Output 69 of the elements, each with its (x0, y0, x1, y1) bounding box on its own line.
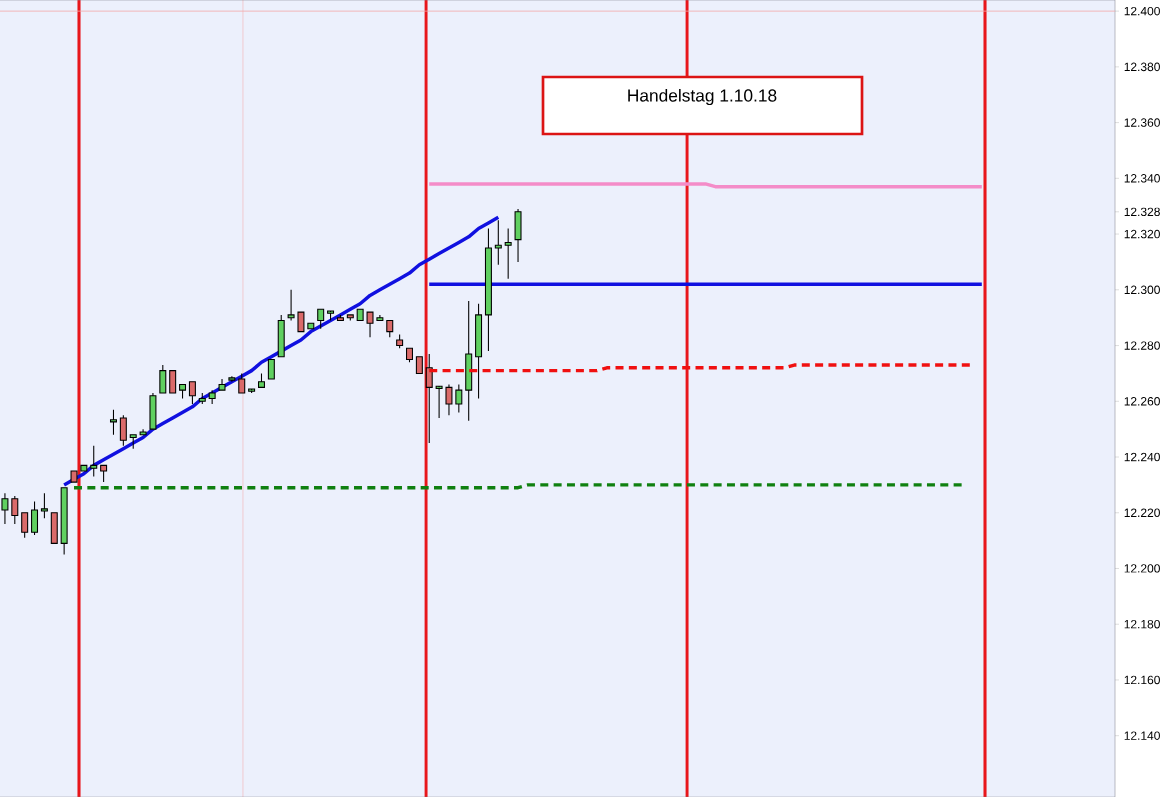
candlestick (514, 208, 522, 263)
candlestick (109, 409, 117, 436)
y-tick-label: 12.400 (1124, 6, 1160, 16)
candlestick (475, 303, 483, 400)
candlestick (149, 392, 157, 430)
candlestick (415, 356, 423, 374)
y-tick-label: 12.160 (1124, 675, 1160, 685)
candlestick (455, 384, 463, 413)
candlestick (386, 319, 394, 338)
candlestick (445, 384, 453, 416)
annotation: Handelstag 1.10.18 (628, 88, 777, 106)
y-tick-label: 12.328 (1124, 207, 1160, 217)
candlestick (11, 495, 19, 525)
candlestick (277, 314, 285, 358)
candlestick (218, 378, 226, 391)
candlestick (504, 227, 512, 280)
candlestick (376, 314, 384, 322)
candlestick (90, 445, 98, 478)
y-tick-label: 12.380 (1124, 62, 1160, 72)
y-tick-label: 12.180 (1124, 619, 1160, 629)
y-tick-label: 12.140 (1124, 731, 1160, 740)
y-tick-label: 12.260 (1124, 397, 1160, 406)
candlestick (129, 434, 137, 450)
candlestick (238, 372, 246, 394)
candlestick (198, 392, 206, 405)
candlestick (307, 322, 315, 330)
candlestick (484, 227, 492, 352)
candlestick (346, 314, 354, 322)
candlestick (257, 372, 265, 388)
candlestick (169, 370, 177, 394)
candlestick (188, 381, 196, 405)
candlestick (327, 310, 335, 322)
y-tick-label: 12.340 (1124, 174, 1160, 183)
candlestick (297, 311, 305, 333)
y-tick-label: 12.300 (1124, 285, 1160, 295)
candlestick (80, 464, 88, 472)
y-tick-label: 12.320 (1124, 229, 1160, 239)
candlestick (248, 388, 256, 394)
y-tick-label: 12.280 (1124, 341, 1160, 350)
candlestick (159, 364, 167, 394)
candlestick (1, 492, 9, 525)
candlestick (435, 385, 443, 419)
candlestick (119, 414, 127, 447)
candlestick (425, 353, 433, 444)
candlestick (465, 300, 473, 422)
candlestick (406, 347, 413, 363)
candlestick (228, 375, 236, 383)
candlestick (40, 492, 48, 519)
candlestick (179, 384, 187, 400)
y-tick-label: 12.220 (1124, 508, 1160, 518)
candlestick (494, 219, 502, 266)
candlestick (366, 311, 374, 338)
candlestick (31, 501, 39, 536)
candlestick (396, 333, 404, 349)
candlestick (287, 289, 295, 322)
candlestick (356, 308, 364, 322)
candlestick (267, 358, 275, 380)
candlestick (139, 428, 147, 436)
candlestick (317, 308, 325, 330)
y-tick-label: 12.200 (1124, 564, 1160, 573)
candlestick (208, 389, 216, 405)
candlestick (336, 314, 344, 322)
candlestick (70, 470, 78, 483)
candlestick (50, 512, 58, 544)
y-tick-label: 12.240 (1124, 452, 1160, 462)
y-tick-label: 12.360 (1124, 118, 1160, 127)
candlestick (21, 512, 29, 539)
candlestick (60, 487, 68, 556)
candlestick (100, 464, 108, 483)
